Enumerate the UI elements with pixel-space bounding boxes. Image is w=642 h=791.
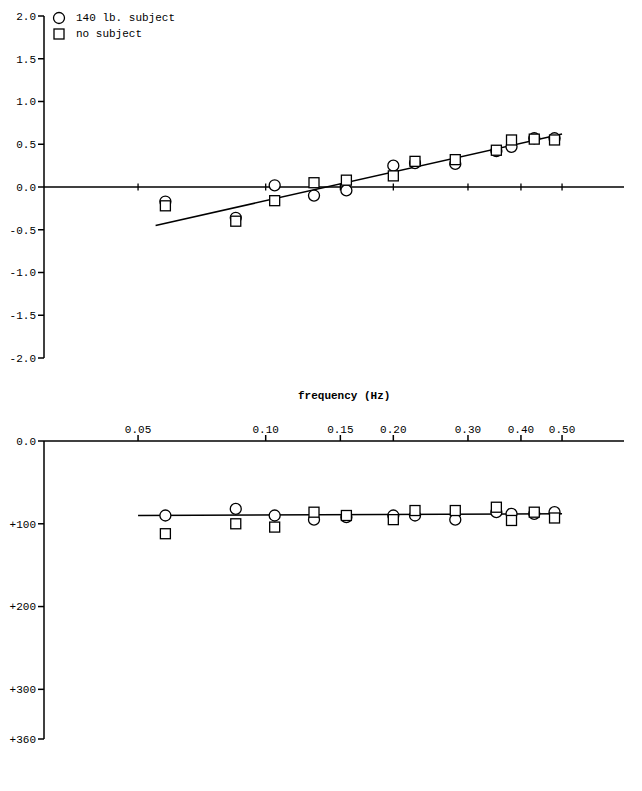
svg-text:-0.5: -0.5 xyxy=(10,225,36,237)
html-text:140 lb. subject: 140 lb. subject xyxy=(76,12,175,24)
svg-text:0.05: 0.05 xyxy=(125,424,151,436)
svg-text:+100: +100 xyxy=(10,519,36,531)
svg-text:+360: +360 xyxy=(10,734,36,745)
svg-text:0.0: 0.0 xyxy=(16,436,36,448)
svg-text:2.0: 2.0 xyxy=(16,11,36,23)
svg-text:-2.0: -2.0 xyxy=(10,353,36,364)
svg-text:-1.5: -1.5 xyxy=(10,310,36,322)
svg-text:-1.0: -1.0 xyxy=(10,267,36,279)
svg-text:0.20: 0.20 xyxy=(380,424,406,436)
svg-text:0.10: 0.10 xyxy=(252,424,278,436)
svg-text:0.5: 0.5 xyxy=(16,139,36,151)
svg-text:+300: +300 xyxy=(10,684,36,696)
svg-text:0.50: 0.50 xyxy=(549,424,575,436)
html-text:frequency (Hz): frequency (Hz) xyxy=(298,390,391,402)
svg-text:0.0: 0.0 xyxy=(16,182,36,194)
html-text:no subject: no subject xyxy=(76,28,142,40)
svg-text:1.5: 1.5 xyxy=(16,54,36,66)
svg-text:1.0: 1.0 xyxy=(16,96,36,108)
svg-text:+200: +200 xyxy=(10,601,36,613)
svg-text:0.40: 0.40 xyxy=(508,424,534,436)
svg-text:0.30: 0.30 xyxy=(455,424,481,436)
svg-text:0.15: 0.15 xyxy=(327,424,353,436)
